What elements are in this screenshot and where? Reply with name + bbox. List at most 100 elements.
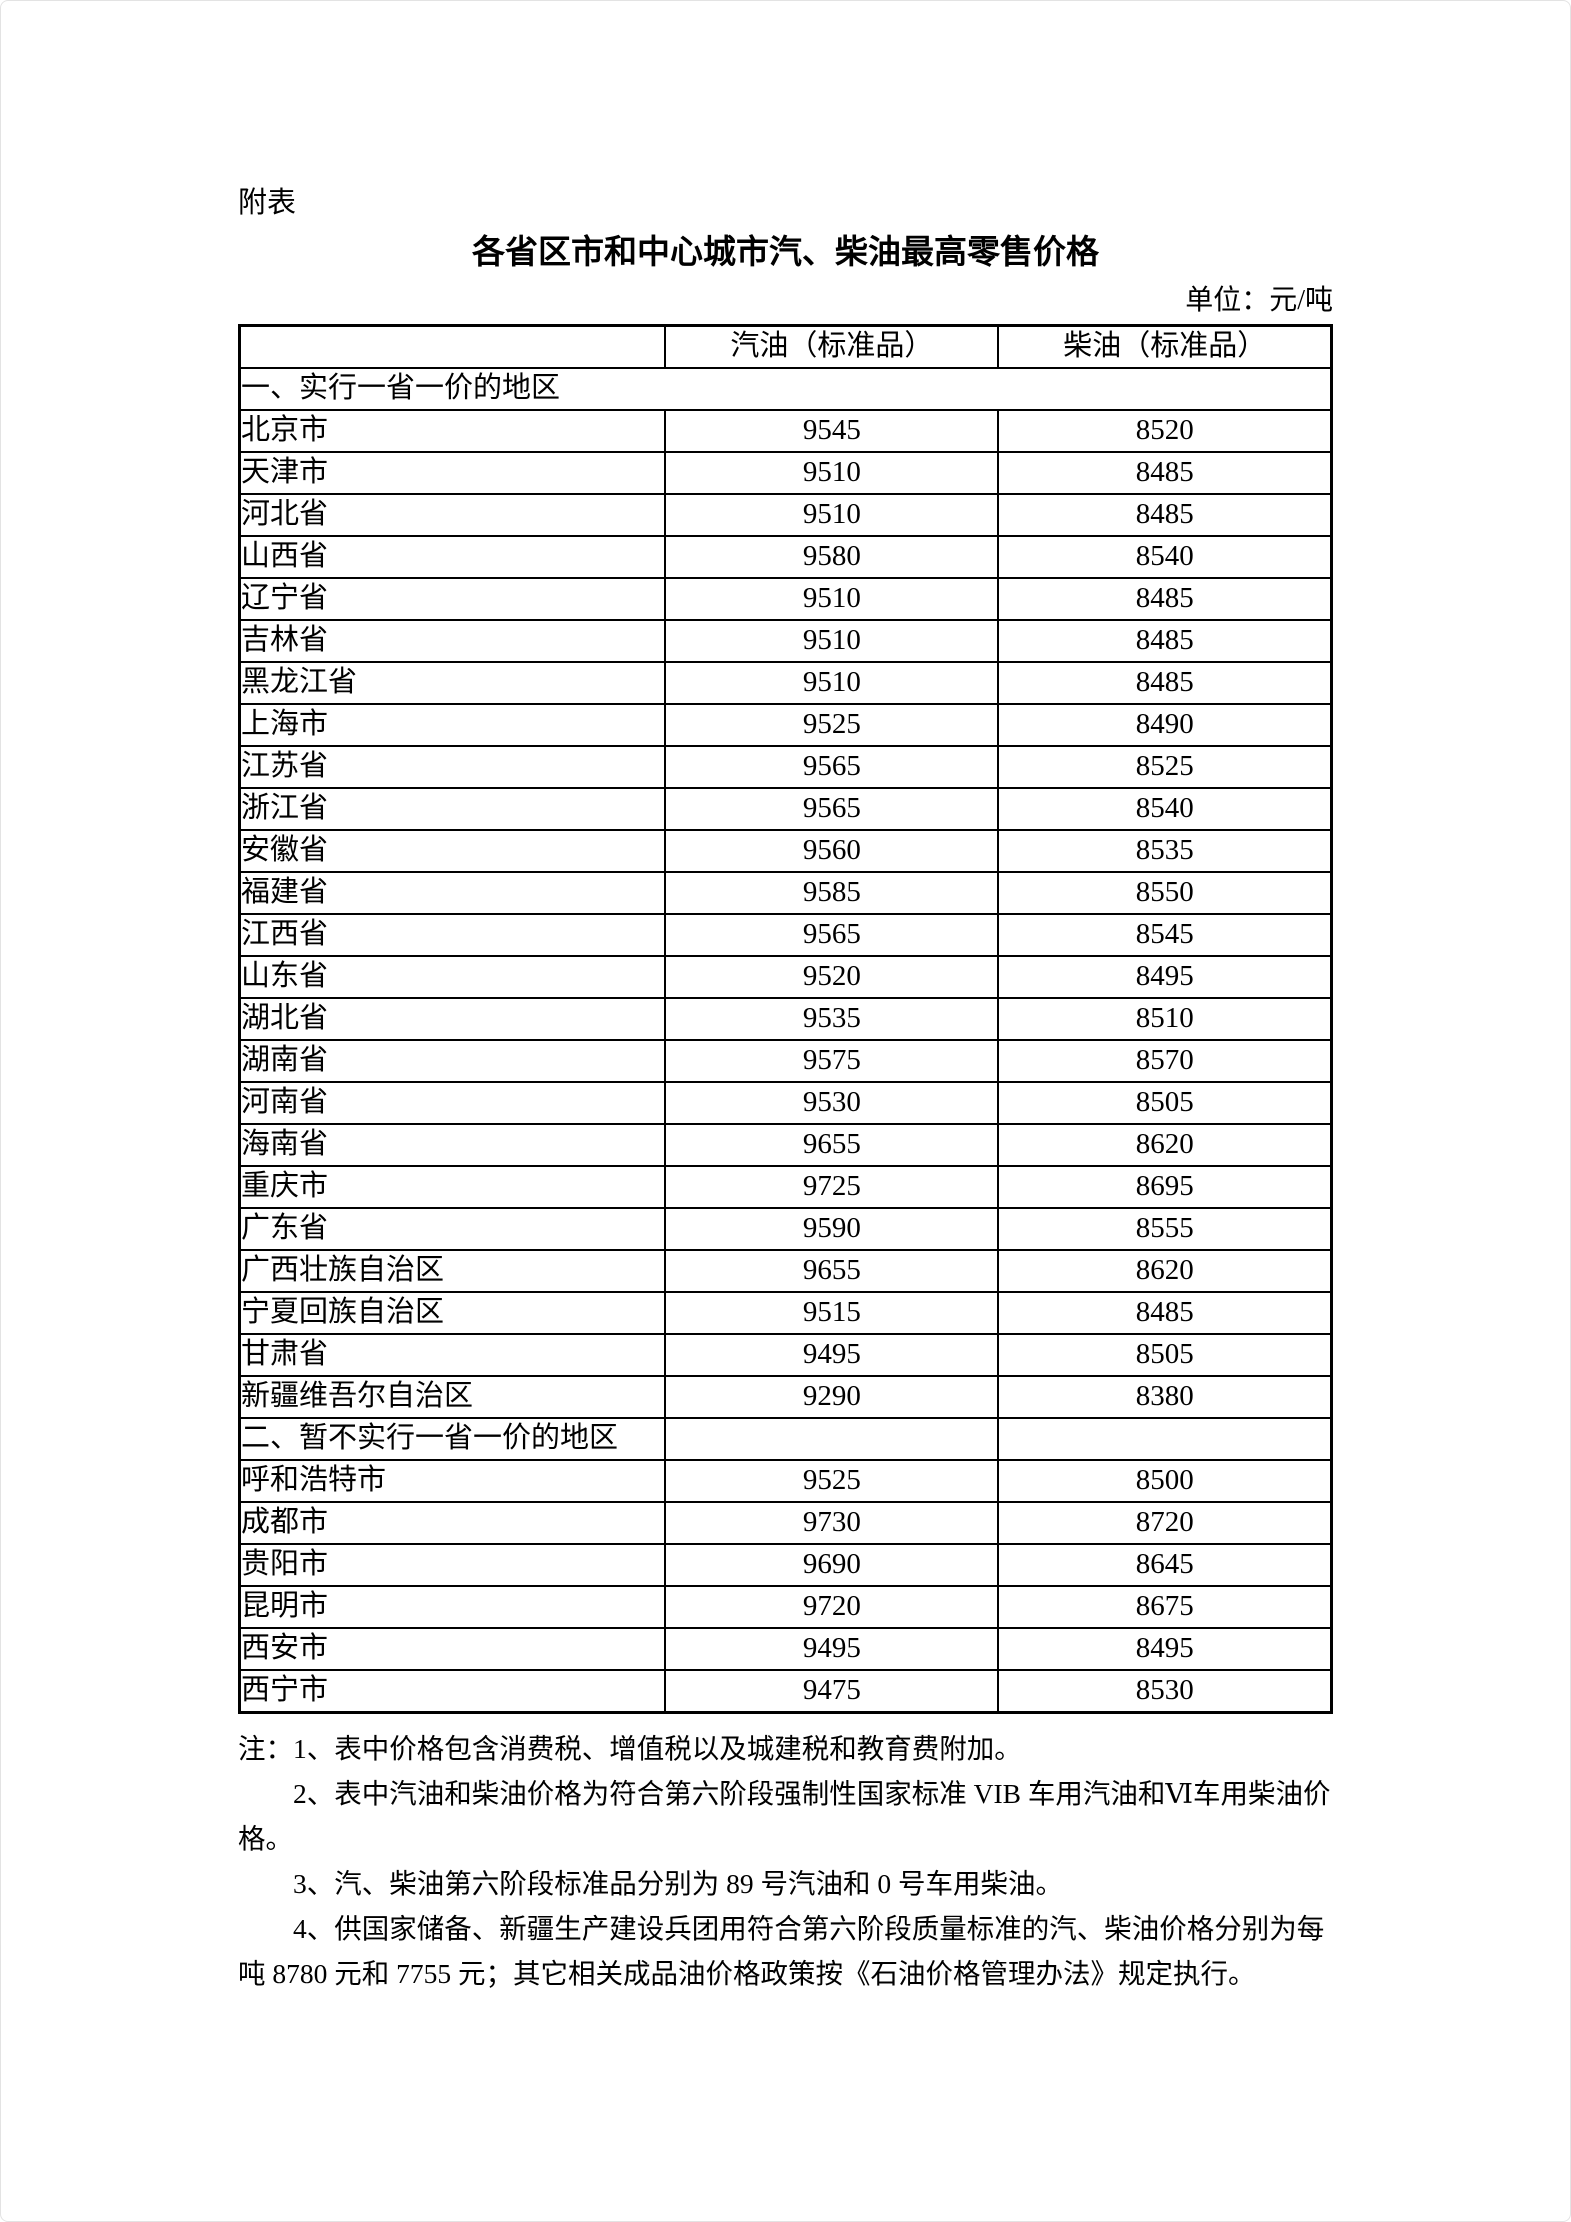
- gasoline-price-cell: 9510: [664, 451, 1000, 495]
- gasoline-price-cell: 9565: [664, 913, 1000, 957]
- diesel-price-cell: 8535: [997, 829, 1333, 873]
- gasoline-price-cell: 9290: [664, 1375, 1000, 1419]
- region-cell: 北京市: [238, 409, 667, 453]
- diesel-price-cell: 8505: [997, 1081, 1333, 1125]
- table-row: 广西壮族自治区 9655 8620: [238, 1249, 1333, 1293]
- gasoline-price-cell: 9655: [664, 1123, 1000, 1167]
- appendix-label: 附表: [238, 187, 297, 219]
- unit-label: 单位：元/吨: [1185, 285, 1333, 316]
- gasoline-price-cell: 9495: [664, 1627, 1000, 1671]
- table-row: 西宁市 9475 8530: [238, 1669, 1333, 1714]
- diesel-price-cell: 8645: [997, 1543, 1333, 1587]
- table-row: 广东省 9590 8555: [238, 1207, 1333, 1251]
- diesel-price-cell: 8510: [997, 997, 1333, 1041]
- diesel-price-cell: 8620: [997, 1123, 1333, 1167]
- column-header-diesel: 柴油（标准品）: [997, 324, 1333, 369]
- gasoline-price-cell: 9565: [664, 745, 1000, 789]
- page-title: 各省区市和中心城市汽、柴油最高零售价格: [472, 233, 1099, 270]
- table-row: 浙江省 9565 8540: [238, 787, 1333, 831]
- table-header-row: 汽油（标准品） 柴油（标准品）: [238, 324, 1333, 369]
- table-row: 宁夏回族自治区 9515 8485: [238, 1291, 1333, 1335]
- gasoline-price-cell: 9535: [664, 997, 1000, 1041]
- gasoline-price-cell: 9510: [664, 661, 1000, 705]
- table-row: 吉林省 9510 8485: [238, 619, 1333, 663]
- table-row: 湖北省 9535 8510: [238, 997, 1333, 1041]
- region-cell: 贵阳市: [238, 1543, 667, 1587]
- diesel-price-cell: 8695: [997, 1165, 1333, 1209]
- diesel-price-cell: 8675: [997, 1585, 1333, 1629]
- gasoline-price-cell: 9545: [664, 409, 1000, 453]
- gasoline-price-cell: 9725: [664, 1165, 1000, 1209]
- gasoline-price-cell: 9560: [664, 829, 1000, 873]
- diesel-price-cell: 8555: [997, 1207, 1333, 1251]
- region-cell: 甘肃省: [238, 1333, 667, 1377]
- diesel-price-cell: 8525: [997, 745, 1333, 789]
- diesel-price-cell: 8620: [997, 1249, 1333, 1293]
- table-row: 北京市 9545 8520: [238, 409, 1333, 453]
- gasoline-price-cell: 9510: [664, 493, 1000, 537]
- table-row: 湖南省 9575 8570: [238, 1039, 1333, 1083]
- region-cell: 山西省: [238, 535, 667, 579]
- table-row: 昆明市 9720 8675: [238, 1585, 1333, 1629]
- note-paragraph: 3、汽、柴油第六阶段标准品分别为 89 号汽油和 0 号车用柴油。: [293, 1868, 1063, 1899]
- region-cell: 西宁市: [238, 1669, 667, 1714]
- diesel-price-cell: 8495: [997, 1627, 1333, 1671]
- table-row: 天津市 9510 8485: [238, 451, 1333, 495]
- region-cell: 广东省: [238, 1207, 667, 1251]
- gasoline-price-cell: 9690: [664, 1543, 1000, 1587]
- gasoline-price-cell: 9510: [664, 577, 1000, 621]
- region-cell: 吉林省: [238, 619, 667, 663]
- diesel-price-cell: 8500: [997, 1459, 1333, 1503]
- gasoline-price-cell: 9525: [664, 1459, 1000, 1503]
- region-cell: 新疆维吾尔自治区: [238, 1375, 667, 1419]
- diesel-price-cell: 8505: [997, 1333, 1333, 1377]
- section-header-row: 一、实行一省一价的地区: [238, 367, 1333, 411]
- gasoline-price-cell: 9730: [664, 1501, 1000, 1545]
- region-cell: 上海市: [238, 703, 667, 747]
- region-cell: 黑龙江省: [238, 661, 667, 705]
- gasoline-price-cell: 9530: [664, 1081, 1000, 1125]
- region-cell: 河北省: [238, 493, 667, 537]
- price-table: 汽油（标准品） 柴油（标准品） 一、实行一省一价的地区 北京市 9545 8520 天津…: [238, 324, 1333, 1714]
- notes: 注：1、表中价格包含消费税、增值税以及城建税和教育费附加。 2、表中汽油和柴油价格…: [238, 1726, 1333, 1996]
- section-header-cell: 一、实行一省一价的地区: [238, 367, 1333, 411]
- gasoline-price-cell: 9525: [664, 703, 1000, 747]
- region-cell: 江苏省: [238, 745, 667, 789]
- diesel-price-cell: 8485: [997, 451, 1333, 495]
- region-cell: 昆明市: [238, 1585, 667, 1629]
- table-row: 贵阳市 9690 8645: [238, 1543, 1333, 1587]
- region-cell: 福建省: [238, 871, 667, 915]
- table-row: 甘肃省 9495 8505: [238, 1333, 1333, 1377]
- diesel-price-cell: 8495: [997, 955, 1333, 999]
- diesel-price-cell: 8485: [997, 619, 1333, 663]
- section-header-cell: 二、暂不实行一省一价的地区: [238, 1417, 667, 1461]
- empty-price-cell: [997, 1417, 1333, 1461]
- diesel-price-cell: 8540: [997, 787, 1333, 831]
- table-row: 呼和浩特市 9525 8500: [238, 1459, 1333, 1503]
- gasoline-price-cell: 9510: [664, 619, 1000, 663]
- gasoline-price-cell: 9655: [664, 1249, 1000, 1293]
- table-row: 河北省 9510 8485: [238, 493, 1333, 537]
- table-body: 一、实行一省一价的地区 北京市 9545 8520 天津市 9510 8485 河北省 9510…: [238, 367, 1333, 1714]
- table-row: 江苏省 9565 8525: [238, 745, 1333, 789]
- note-paragraph: 2、表中汽油和柴油价格为符合第六阶段强制性国家标准 VIB 车用汽油和Ⅵ车用柴油…: [238, 1778, 1331, 1854]
- table-row: 西安市 9495 8495: [238, 1627, 1333, 1671]
- note-paragraph: 4、供国家储备、新疆生产建设兵团用符合第六阶段质量标准的汽、柴油价格分别为每吨 …: [238, 1913, 1325, 1989]
- table-row: 上海市 9525 8490: [238, 703, 1333, 747]
- diesel-price-cell: 8485: [997, 661, 1333, 705]
- region-cell: 湖北省: [238, 997, 667, 1041]
- diesel-price-cell: 8570: [997, 1039, 1333, 1083]
- diesel-price-cell: 8545: [997, 913, 1333, 957]
- table-row: 江西省 9565 8545: [238, 913, 1333, 957]
- table-row: 黑龙江省 9510 8485: [238, 661, 1333, 705]
- note-paragraph: 注：1、表中价格包含消费税、增值税以及城建税和教育费附加。: [238, 1733, 1022, 1764]
- region-cell: 宁夏回族自治区: [238, 1291, 667, 1335]
- table-row: 河南省 9530 8505: [238, 1081, 1333, 1125]
- region-cell: 江西省: [238, 913, 667, 957]
- gasoline-price-cell: 9590: [664, 1207, 1000, 1251]
- gasoline-price-cell: 9520: [664, 955, 1000, 999]
- diesel-price-cell: 8530: [997, 1669, 1333, 1714]
- diesel-price-cell: 8485: [997, 577, 1333, 621]
- table-row: 成都市 9730 8720: [238, 1501, 1333, 1545]
